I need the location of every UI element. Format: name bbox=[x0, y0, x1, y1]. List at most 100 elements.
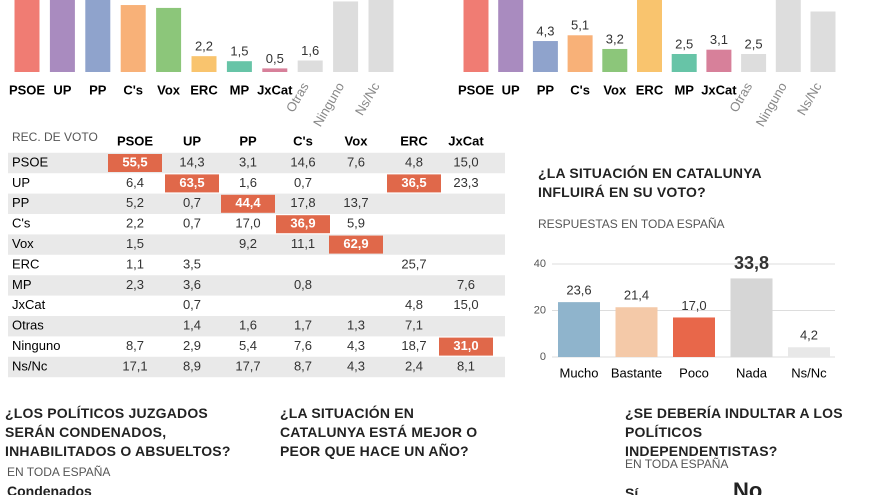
question-title: ¿LA SITUACIÓN EN CATALUNYA ESTÁ MEJOR O … bbox=[280, 405, 478, 459]
cell: 17,1 bbox=[122, 358, 147, 373]
x-tick-label: Vox bbox=[603, 82, 627, 97]
value-label: 3,1 bbox=[710, 32, 728, 47]
cell: 1,6 bbox=[239, 318, 257, 333]
highlight-cell bbox=[165, 174, 219, 193]
x-tick-label: PSOE bbox=[9, 82, 45, 97]
bar bbox=[463, 0, 489, 72]
column-header: ERC bbox=[400, 133, 428, 148]
x-tick-label: Ninguno bbox=[753, 80, 790, 129]
cell: 23,3 bbox=[453, 175, 478, 190]
highlight-cell bbox=[108, 154, 162, 172]
cell: 0,8 bbox=[294, 277, 312, 292]
cell: 5,2 bbox=[126, 195, 144, 210]
cell: 7,6 bbox=[347, 154, 365, 169]
highlight-cell bbox=[387, 174, 441, 193]
y-tick-label: 20 bbox=[534, 304, 546, 316]
bar bbox=[226, 61, 252, 72]
cell: 8,9 bbox=[183, 358, 201, 373]
y-tick-label: 0 bbox=[540, 351, 546, 363]
x-tick-label: Ns/Nc bbox=[791, 365, 827, 380]
highlight-cell bbox=[221, 194, 275, 213]
row-stripe bbox=[8, 356, 505, 378]
bar bbox=[567, 35, 593, 72]
value-label: 3,2 bbox=[606, 31, 624, 46]
cell: 7,1 bbox=[405, 318, 423, 333]
cell: 15,0 bbox=[453, 297, 478, 312]
row-label: Otras bbox=[12, 318, 44, 333]
bar bbox=[262, 68, 288, 72]
y-tick-label: 40 bbox=[534, 258, 546, 270]
value-label: 2,2 bbox=[195, 39, 213, 54]
row-label: PSOE bbox=[12, 154, 48, 169]
value-label: 1,6 bbox=[301, 43, 319, 58]
bar bbox=[602, 48, 628, 72]
highlight-cell bbox=[276, 215, 330, 234]
bar bbox=[775, 0, 801, 72]
value-label: 4,2 bbox=[800, 328, 818, 343]
cell: 11,1 bbox=[291, 236, 315, 251]
value-label: 1,5 bbox=[230, 44, 248, 59]
cell: 1,5 bbox=[126, 236, 144, 251]
cell: 14,6 bbox=[290, 154, 315, 169]
row-label: Ninguno bbox=[12, 338, 60, 353]
bar bbox=[637, 0, 662, 73]
column-header: JxCat bbox=[448, 133, 484, 148]
cell: 4,8 bbox=[405, 297, 423, 312]
question-subtitle: EN TODA ESPAÑA bbox=[7, 465, 111, 479]
bar bbox=[788, 347, 830, 357]
bar bbox=[297, 60, 323, 72]
answer: Sí bbox=[625, 485, 639, 495]
column-header: C's bbox=[293, 133, 313, 148]
x-tick-label: Bastante bbox=[611, 365, 662, 380]
cell: 36,9 bbox=[290, 216, 315, 231]
x-tick-label: C's bbox=[123, 82, 143, 97]
cell: 4,3 bbox=[347, 338, 365, 353]
cell: 0,7 bbox=[294, 175, 312, 190]
column-header: PSOE bbox=[117, 133, 153, 148]
row-label: MP bbox=[12, 277, 32, 292]
cell: 0,7 bbox=[183, 216, 201, 231]
cell: 44,4 bbox=[235, 195, 261, 210]
highlight-cell bbox=[439, 337, 493, 356]
bar bbox=[810, 11, 836, 72]
cell: 5,4 bbox=[239, 338, 257, 353]
x-tick-label: ERC bbox=[190, 82, 218, 97]
value-label: 5,1 bbox=[571, 18, 589, 33]
cell: 31,0 bbox=[453, 338, 478, 353]
bar bbox=[673, 317, 715, 357]
x-tick-label: UP bbox=[502, 82, 520, 97]
highlight-cell bbox=[329, 235, 383, 254]
value-label: 2,5 bbox=[675, 36, 693, 51]
bar bbox=[615, 307, 658, 357]
bar bbox=[333, 1, 359, 72]
x-tick-label: PP bbox=[537, 82, 555, 97]
question-subtitle: EN TODA ESPAÑA bbox=[625, 457, 729, 471]
x-tick-label: Ns/Nc bbox=[352, 79, 383, 118]
cell: 2,2 bbox=[126, 216, 144, 231]
cell: 3,6 bbox=[183, 277, 201, 292]
bar bbox=[498, 0, 524, 72]
chart-title: ¿LA SITUACIÓN EN CATALUNYA INFLUIRÁ EN S… bbox=[538, 165, 762, 200]
row-label: Ns/Nc bbox=[12, 358, 48, 373]
bar bbox=[532, 41, 558, 72]
x-tick-label: UP bbox=[53, 82, 71, 97]
cell: 7,6 bbox=[294, 338, 312, 353]
x-tick-label: JxCat bbox=[701, 82, 737, 97]
column-header: PP bbox=[239, 133, 257, 148]
value-label: 2,5 bbox=[745, 36, 763, 51]
bar bbox=[85, 0, 111, 72]
row-label: ERC bbox=[12, 256, 39, 271]
row-stripe bbox=[8, 316, 505, 337]
row-stripe bbox=[8, 275, 505, 296]
cell: 4,3 bbox=[347, 358, 365, 373]
cell: 62,9 bbox=[343, 236, 368, 251]
cell: 8,7 bbox=[126, 338, 144, 353]
cell: 17,0 bbox=[235, 216, 260, 231]
cell: 9,2 bbox=[239, 236, 257, 251]
value-label: 33,8 bbox=[734, 253, 769, 273]
cell: 7,6 bbox=[457, 277, 475, 292]
cell: 6,4 bbox=[126, 175, 144, 190]
question-title: ¿SE DEBERÍA INDULTAR A LOS POLÍTICOS IND… bbox=[625, 405, 843, 459]
x-tick-label: Vox bbox=[157, 82, 181, 97]
